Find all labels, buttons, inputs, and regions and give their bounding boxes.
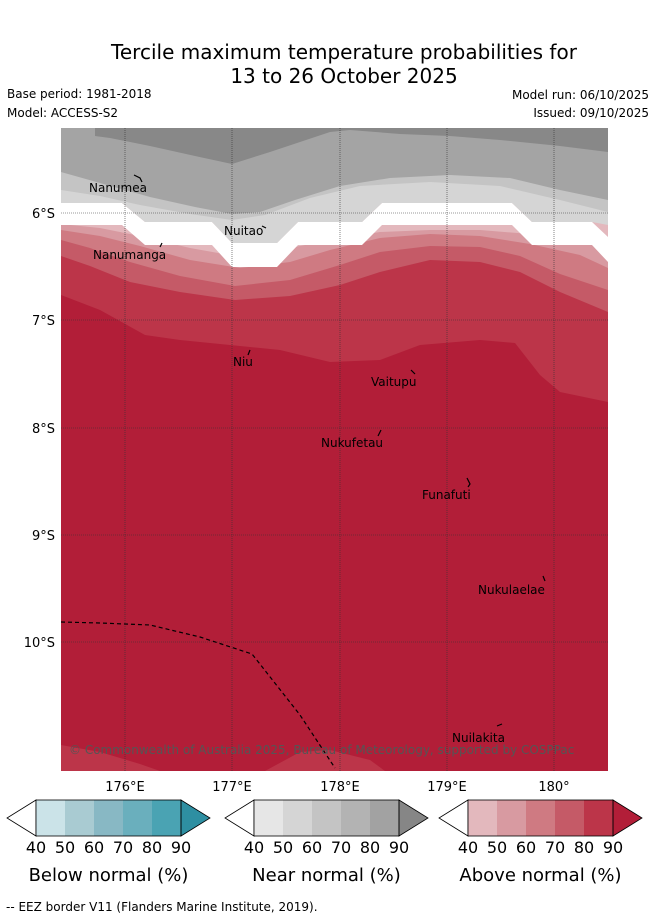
island-marks (133, 174, 546, 727)
colorbar-tick-label: 80 (574, 838, 594, 857)
colorbar-tick-label: 50 (273, 838, 293, 857)
place-vaitupu: Vaitupu (371, 375, 417, 389)
place-nukufetau: Nukufetau (321, 436, 383, 450)
no-dominant-white-band (61, 203, 608, 267)
colorbar-tick-label: 40 (458, 838, 478, 857)
lat-label-9s: 9°S (32, 529, 55, 544)
place-nanumea: Nanumea (89, 181, 147, 195)
colorbar-segment (468, 800, 497, 836)
colorbar-high-arrow (398, 799, 429, 837)
colorbar-high-arrow (180, 799, 211, 837)
lon-label-177e: 177°E (212, 780, 252, 795)
colorbars: 40 50 60 70 80 90 Below normal (%) 40 50 60 70 80 90… (6, 799, 643, 886)
eez-border (61, 621, 336, 769)
colorbar-low-arrow (6, 799, 37, 837)
eez-footer: -- EEZ border V11 (Flanders Marine Insti… (6, 900, 318, 914)
colorbar-segment (584, 800, 613, 836)
title-line-2: 13 to 26 October 2025 (230, 64, 458, 88)
colorbar-segment (152, 800, 181, 836)
colorbar-segment (94, 800, 123, 836)
model-run: Model run: 06/10/2025 (511, 88, 649, 102)
colorbar-tick-label: 50 (55, 838, 75, 857)
colorbar-title: Above normal (%) (459, 865, 621, 886)
colorbar-segment (254, 800, 283, 836)
place-niu: Niu (233, 355, 253, 369)
lat-label-6s: 6°S (32, 207, 55, 222)
colorbar-segment (526, 800, 555, 836)
model-name: Model: ACCESS-S2 (7, 106, 119, 120)
colorbar-tick-label: 80 (360, 838, 380, 857)
colorbar-tick-label: 60 (516, 838, 536, 857)
lat-label-8s: 8°S (32, 422, 55, 437)
colorbar-low-arrow (438, 799, 469, 837)
above-normal-80-bottom-patch (61, 745, 160, 771)
colorbar-tick-label: 70 (545, 838, 565, 857)
lon-label-176e: 176°E (105, 780, 145, 795)
colorbar-segment (312, 800, 341, 836)
map-plot-area: Nanumea Nuitao Nanumanga Niu Vaitupu Nuk… (61, 128, 608, 771)
issued-date: Issued: 09/10/2025 (533, 106, 649, 120)
lat-label-10s: 10°S (24, 636, 55, 651)
lon-label-179e: 179°E (427, 780, 467, 795)
colorbar-segment (555, 800, 584, 836)
place-nukulaelae: Nukulaelae (478, 583, 545, 597)
colorbar-tick-label: 80 (142, 838, 162, 857)
credit-text: © Commonwealth of Australia 2025, Bureau… (69, 743, 574, 757)
colorbar-low-arrow (224, 799, 255, 837)
colorbar-high-arrow (612, 799, 643, 837)
lon-label-180: 180° (538, 780, 569, 795)
colorbar-2: 40 50 60 70 80 90 Near normal (%) (224, 799, 429, 886)
place-nanumanga: Nanumanga (93, 248, 166, 262)
colorbar-segment (341, 800, 370, 836)
lat-label-7s: 7°S (32, 314, 55, 329)
colorbar-title: Near normal (%) (252, 865, 401, 886)
colorbar-segment (123, 800, 152, 836)
colorbar-3: 40 50 60 70 80 90 Above normal (%) (438, 799, 643, 886)
colorbar-segment (370, 800, 399, 836)
colorbar-tick-label: 60 (84, 838, 104, 857)
colorbar-tick-label: 90 (171, 838, 191, 857)
title-line-1: Tercile maximum temperature probabilitie… (111, 40, 577, 64)
above-normal-80-bottom-patch-2 (265, 750, 385, 771)
place-funafuti: Funafuti (422, 488, 471, 502)
base-period: Base period: 1981-2018 (7, 87, 152, 101)
colorbar-segment (283, 800, 312, 836)
colorbar-tick-label: 70 (331, 838, 351, 857)
lon-label-178e: 178°E (320, 780, 360, 795)
colorbar-tick-label: 50 (487, 838, 507, 857)
colorbar-segment (65, 800, 94, 836)
colorbar-tick-label: 90 (389, 838, 409, 857)
colorbar-tick-label: 70 (113, 838, 133, 857)
place-nuitao: Nuitao (224, 224, 263, 238)
colorbar-title: Below normal (%) (29, 865, 189, 886)
colorbar-tick-label: 40 (244, 838, 264, 857)
place-nuilakita: Nuilakita (452, 731, 505, 745)
colorbar-segment (36, 800, 65, 836)
colorbar-tick-label: 40 (26, 838, 46, 857)
colorbar-segment (497, 800, 526, 836)
colorbar-tick-label: 60 (302, 838, 322, 857)
near-normal-70-band (95, 128, 608, 164)
colorbar-1: 40 50 60 70 80 90 Below normal (%) (6, 799, 211, 886)
colorbar-tick-label: 90 (603, 838, 623, 857)
